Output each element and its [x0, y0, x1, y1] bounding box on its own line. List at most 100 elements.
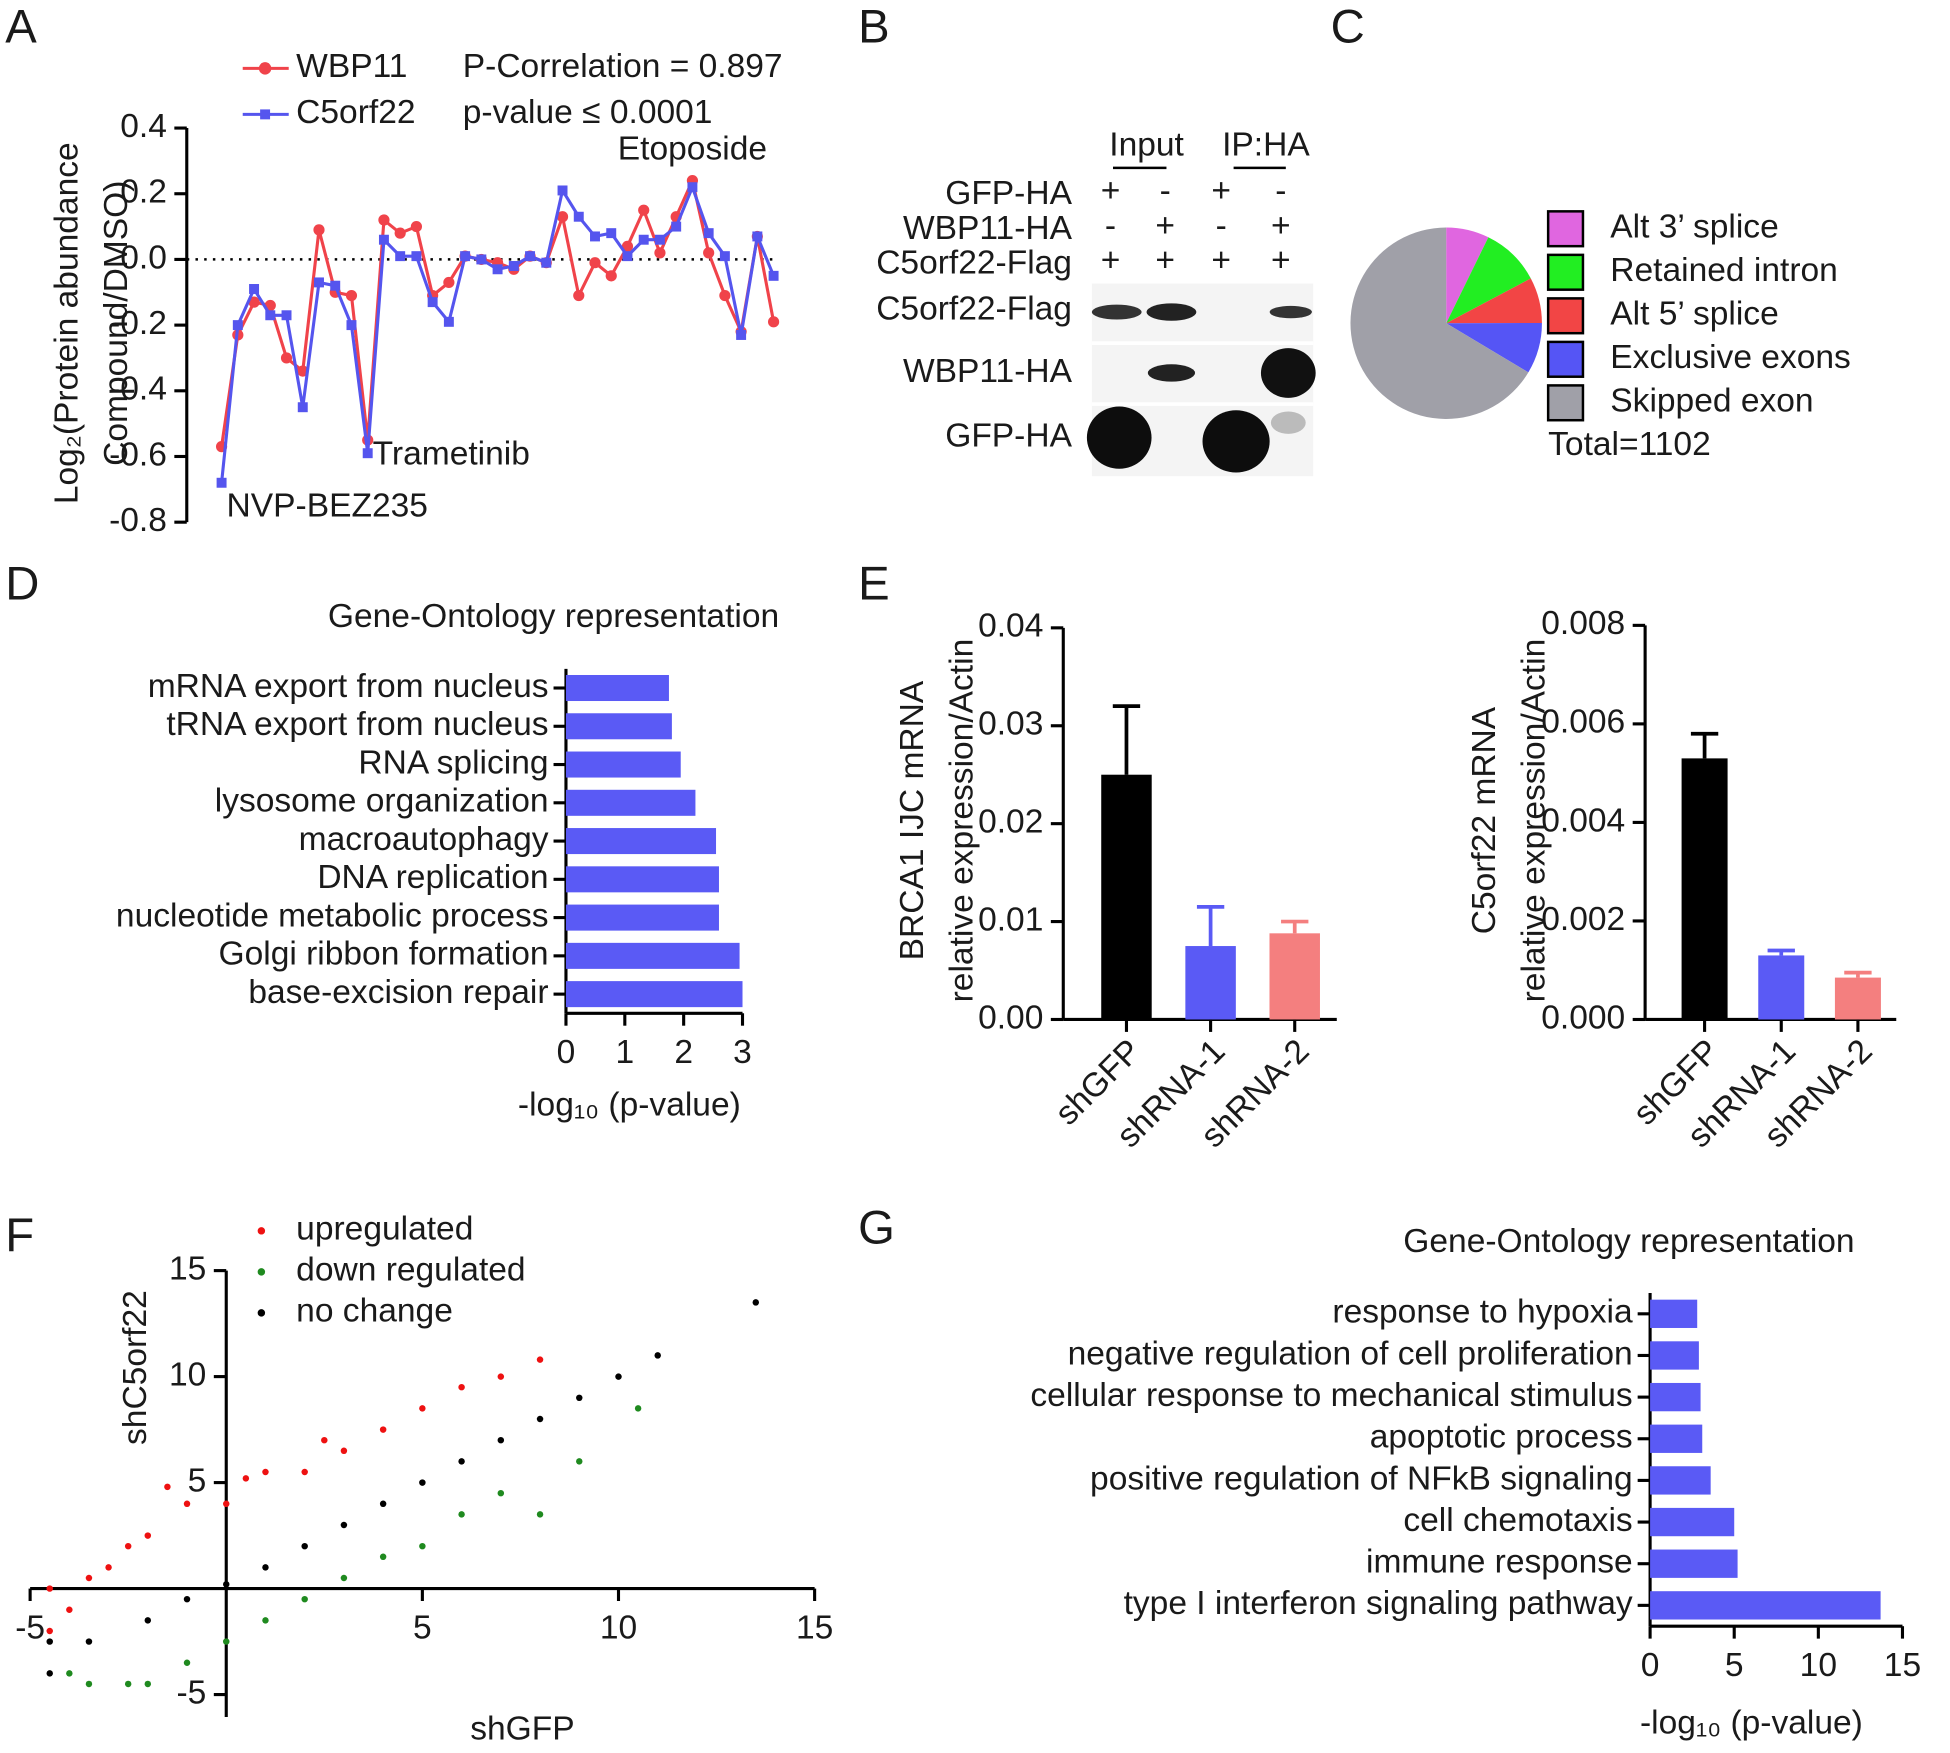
legend-marker: [257, 1309, 266, 1317]
chart-title: Gene-Ontology representation: [328, 598, 779, 635]
marker: [280, 352, 293, 364]
y-axis-label: Log₂(Protein abundance: [49, 142, 86, 504]
bar: [1758, 955, 1805, 1020]
point: [379, 1426, 387, 1433]
panel-label: D: [5, 557, 39, 610]
point: [497, 1436, 505, 1444]
category-label: lysosome organization: [215, 783, 549, 820]
marker: [232, 320, 243, 331]
y-axis-label: Compound/DMSO): [98, 181, 135, 466]
y-tick-label: 0.03: [978, 706, 1043, 743]
row-mark: +: [1155, 242, 1175, 279]
row-mark: -: [1160, 173, 1171, 210]
point: [85, 1574, 93, 1582]
bar: [565, 751, 681, 778]
category-label: cellular response to mechanical stimulus: [1030, 1377, 1632, 1414]
y-tick-label: 0.002: [1541, 901, 1625, 938]
pie-slice: [1446, 322, 1542, 373]
point: [654, 1352, 661, 1359]
point: [223, 1638, 230, 1645]
marker: [573, 211, 584, 222]
blot-band: [1086, 406, 1152, 469]
point: [458, 1511, 465, 1518]
row-mark: +: [1211, 242, 1231, 279]
marker: [557, 185, 568, 196]
marker: [703, 247, 715, 259]
point: [144, 1617, 152, 1624]
marker: [281, 310, 292, 321]
pie-slice: [1446, 237, 1531, 324]
row-mark: +: [1271, 207, 1291, 244]
marker: [573, 289, 585, 302]
blot-band: [1091, 304, 1142, 320]
marker: [590, 231, 600, 242]
y-tick-label: 0.000: [1541, 999, 1625, 1036]
bar: [1650, 1549, 1738, 1578]
y-tick-label: 15: [169, 1250, 206, 1287]
marker: [216, 477, 227, 488]
y-axis-label: C5orf22 mRNA: [1466, 706, 1503, 934]
x-tick-label: 0: [1641, 1647, 1660, 1684]
point: [164, 1483, 171, 1491]
marker: [671, 221, 682, 232]
point: [144, 1532, 152, 1539]
legend-label: upregulated: [296, 1211, 473, 1248]
x-tick-label: 0: [557, 1034, 576, 1071]
annotation: Total=1102: [1548, 426, 1711, 463]
x-tick-label: 5: [1725, 1647, 1744, 1684]
marker: [378, 234, 389, 245]
y-tick-label: 0.004: [1541, 802, 1625, 839]
point: [85, 1680, 93, 1688]
x-tick-label: -5: [15, 1609, 45, 1646]
point: [340, 1447, 348, 1455]
point: [340, 1574, 348, 1582]
point: [223, 1500, 230, 1508]
x-tick-label: 10: [1800, 1647, 1837, 1684]
y-tick-label: -0.6: [109, 436, 167, 473]
point: [262, 1468, 269, 1476]
y-tick-label: 0.02: [978, 804, 1043, 841]
marker: [687, 182, 698, 193]
bar: [565, 981, 743, 1008]
marker: [719, 251, 730, 262]
marker: [378, 214, 390, 226]
legend-swatch: [1546, 384, 1585, 422]
bar: [1650, 1382, 1701, 1412]
marker: [752, 231, 763, 242]
marker: [508, 261, 519, 271]
category-label: response to hypoxia: [1332, 1294, 1633, 1331]
marker: [443, 276, 455, 289]
band-label: WBP11-HA: [903, 353, 1073, 390]
marker: [362, 448, 373, 459]
category-label: macroautophagy: [299, 821, 549, 858]
category-label: positive regulation of NFkB signaling: [1090, 1460, 1633, 1497]
y-tick-label: 0.2: [120, 174, 167, 211]
bar: [1650, 1341, 1699, 1370]
marker: [525, 251, 536, 262]
annotation: P-Correlation = 0.897: [463, 48, 783, 85]
category-label: DNA replication: [317, 859, 548, 896]
marker: [394, 227, 406, 239]
point: [124, 1542, 132, 1550]
marker: [768, 270, 779, 281]
marker: [606, 228, 617, 239]
point: [183, 1659, 191, 1667]
point-label: Etoposide: [618, 131, 767, 168]
point: [458, 1383, 465, 1391]
marker: [767, 316, 780, 328]
category-label: Golgi ribbon formation: [218, 936, 548, 973]
row-mark: -: [1105, 207, 1116, 244]
category-label: type I interferon signaling pathway: [1124, 1585, 1633, 1622]
point: [419, 1405, 426, 1412]
marker: [541, 257, 552, 268]
point: [536, 1356, 544, 1363]
marker: [313, 224, 325, 236]
pie-slice: [1446, 278, 1542, 324]
legend-marker: [257, 1268, 266, 1276]
legend-label: Alt 3’ splice: [1610, 209, 1778, 246]
category-label: tRNA export from nucleus: [166, 706, 548, 743]
bar: [565, 904, 719, 931]
point: [242, 1475, 250, 1482]
